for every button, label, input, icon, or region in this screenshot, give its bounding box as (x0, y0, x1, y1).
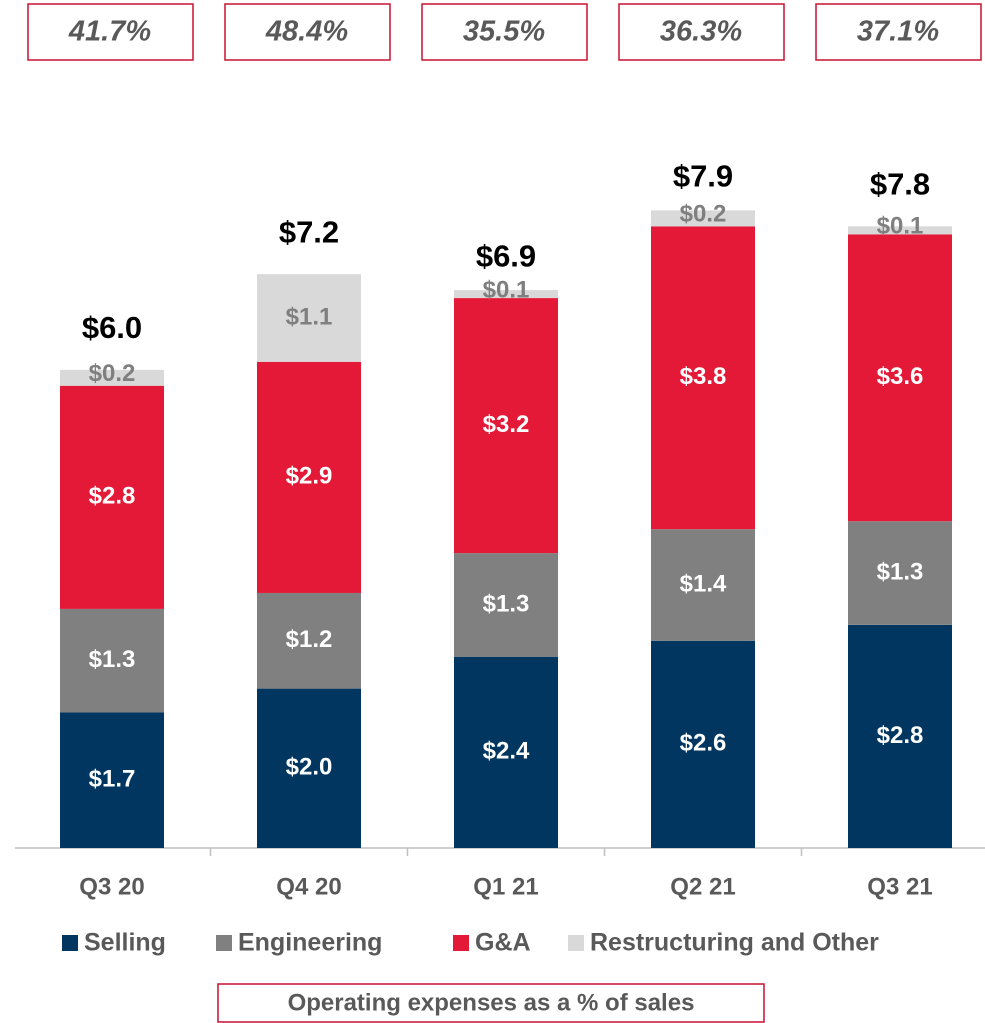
bar-segment (848, 234, 952, 522)
bar-segment (257, 688, 361, 848)
value-label: $0.2 (89, 360, 136, 387)
x-tick-label: Q2 21 (670, 873, 735, 900)
bar-segment (454, 298, 558, 554)
value-label: $1.2 (286, 626, 333, 653)
legend-label: Selling (84, 929, 166, 957)
bar-segment (651, 640, 755, 848)
caption-box (217, 983, 765, 1023)
bar-segment (454, 656, 558, 848)
legend-label: Engineering (238, 929, 382, 957)
value-label: $1.3 (877, 558, 924, 585)
bar-segment (60, 712, 164, 848)
ratio-label: 48.4% (265, 16, 348, 48)
bar-segment (651, 210, 755, 227)
value-label: $2.4 (483, 738, 530, 765)
ratio-box (618, 3, 785, 61)
bar-segment (454, 553, 558, 657)
value-label: $1.3 (89, 646, 136, 673)
bar-segment (60, 608, 164, 713)
x-tick-label: Q4 20 (276, 873, 341, 900)
ratio-label: 37.1% (857, 16, 939, 48)
value-label: $1.1 (286, 303, 333, 330)
bar-segment (651, 226, 755, 530)
total-label: $6.0 (82, 310, 142, 345)
total-label: $7.8 (870, 167, 930, 202)
total-label: $7.2 (279, 214, 339, 249)
bar-segment (651, 529, 755, 641)
total-label: $7.9 (673, 159, 733, 194)
x-tick-label: Q3 20 (79, 873, 144, 900)
value-label: $0.2 (680, 201, 727, 228)
value-label: $2.8 (89, 483, 136, 510)
legend-swatch (216, 935, 232, 951)
bar-segment (848, 226, 952, 235)
total-label: $6.9 (476, 238, 536, 273)
bar-segment (60, 369, 164, 386)
x-tick-label: Q3 21 (867, 873, 932, 900)
value-label: $1.4 (680, 570, 727, 597)
legend-swatch (62, 935, 78, 951)
value-label: $1.3 (483, 590, 530, 617)
bar-segment (454, 290, 558, 299)
bar-segment (257, 274, 361, 362)
legend-swatch (453, 935, 469, 951)
legend-label: Restructuring and Other (590, 929, 879, 957)
legend-label: G&A (475, 929, 531, 957)
ratio-label: 36.3% (660, 16, 742, 48)
value-label: $2.8 (877, 722, 924, 749)
ratio-box (815, 3, 982, 61)
bar-segment (60, 385, 164, 609)
ratio-label: 35.5% (463, 16, 545, 48)
ratio-box (224, 3, 391, 61)
value-label: $2.9 (286, 463, 333, 490)
value-label: $0.1 (877, 213, 924, 240)
legend-swatch (568, 935, 584, 951)
value-label: $3.8 (680, 363, 727, 390)
caption: Operating expenses as a % of sales (288, 989, 695, 1016)
value-label: $3.2 (483, 411, 530, 438)
ratio-label: 41.7% (68, 16, 151, 48)
value-label: $2.0 (286, 754, 333, 781)
value-label: $2.6 (680, 730, 727, 757)
x-tick-label: Q1 21 (473, 873, 538, 900)
value-label: $1.7 (89, 766, 136, 793)
bar-segment (848, 624, 952, 848)
bar-segment (257, 361, 361, 593)
ratio-box (421, 3, 588, 61)
bar-segment (848, 521, 952, 625)
bar-segment (257, 592, 361, 689)
value-label: $3.6 (877, 363, 924, 390)
ratio-box (27, 3, 194, 61)
value-label: $0.1 (483, 276, 530, 303)
